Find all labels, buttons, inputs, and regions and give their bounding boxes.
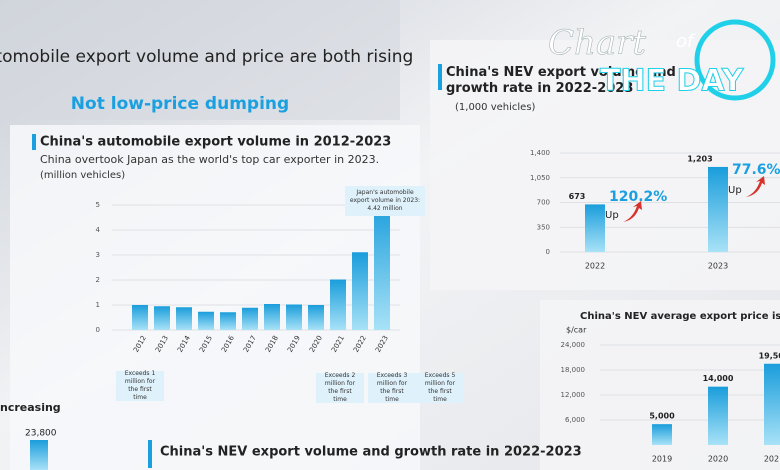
- bar: [198, 311, 214, 330]
- y-tick-label: 18,000: [561, 366, 586, 374]
- bar: [242, 307, 258, 330]
- value-label: 19,500: [759, 351, 780, 360]
- annotation: Exceeds 2 million for the first time: [325, 372, 356, 403]
- y-tick-label: 1: [96, 301, 100, 309]
- fragment: ncreasing: [0, 401, 61, 414]
- x-tick-label: 2021: [764, 455, 780, 464]
- up-label: Up: [605, 210, 619, 221]
- photo-band: [0, 0, 400, 120]
- annotation-box: [368, 373, 416, 403]
- fragment-value: 23,800: [25, 429, 57, 439]
- y-tick-label: 3: [96, 251, 100, 259]
- tagline: Not low-price dumping: [71, 94, 289, 114]
- y-tick-label: 24,000: [561, 341, 586, 349]
- fragment-bar: [30, 440, 48, 470]
- up-arrow: [623, 201, 642, 222]
- bar: [764, 363, 780, 445]
- panel: [10, 125, 420, 470]
- up-arrow: [746, 176, 765, 197]
- annotation-box: [116, 371, 164, 401]
- y-tick-label: 4: [96, 226, 101, 234]
- headline: China's automobile export volume and pri…: [0, 47, 413, 67]
- y-tick-label: 0: [96, 326, 100, 334]
- x-tick-label: 2020: [708, 455, 728, 464]
- bar: [330, 279, 346, 330]
- y-tick-label: 1,400: [530, 149, 550, 157]
- y-tick-label: 12,000: [561, 391, 586, 399]
- annotation-box: [345, 186, 425, 216]
- bar: [374, 199, 390, 330]
- up-label: Up: [728, 185, 742, 196]
- y-tick-label: 2: [96, 276, 100, 284]
- unit-label: (million vehicles): [40, 170, 125, 181]
- y-tick-label: 5: [96, 201, 100, 209]
- annotation: Exceeds 1 million for the first time: [125, 370, 156, 401]
- growth-label: 120.2%: [609, 189, 667, 205]
- value-label: 14,000: [703, 374, 734, 383]
- bar: [264, 304, 280, 330]
- bar: [286, 304, 302, 330]
- value-label: 5,000: [649, 412, 675, 421]
- bar: [652, 424, 672, 445]
- x-tick-label: 2019: [652, 455, 672, 464]
- bar: [708, 386, 728, 445]
- y-tick-label: 350: [537, 223, 550, 231]
- bar: [585, 204, 605, 252]
- unit-label: (1,000 vehicles): [455, 102, 536, 113]
- chart-title: China's NEV average export price is in: [580, 311, 780, 322]
- chart-subtitle: China overtook Japan as the world's top …: [40, 153, 379, 166]
- bar: [352, 252, 368, 330]
- y-tick-label: 6,000: [565, 416, 585, 424]
- logo-word: Chart: [548, 23, 646, 63]
- bar: [176, 307, 192, 330]
- title-accent: [32, 134, 36, 150]
- annotation: Exceeds 3 million for the first time: [377, 372, 408, 403]
- annotation: Japan's automobile export volume in 2023:…: [350, 189, 420, 212]
- annotation-box: [416, 373, 464, 403]
- title-accent: [148, 440, 152, 468]
- bottom-title: China's NEV export volume and growth rat…: [160, 445, 582, 460]
- bar: [220, 312, 236, 330]
- chart-title: China's NEV export volume and growth rate…: [446, 65, 676, 96]
- bar: [132, 305, 148, 330]
- logo-ring: [694, 19, 776, 101]
- growth-label: 77.6%: [732, 162, 780, 178]
- y-tick-label: 700: [537, 199, 550, 207]
- logo-of: of: [676, 31, 696, 52]
- logo-sub: THE DAY: [600, 64, 745, 99]
- y-tick-label: 0: [546, 248, 550, 256]
- y-tick-label: 1,050: [530, 174, 550, 182]
- title-accent: [438, 64, 442, 90]
- value-label: 1,203: [687, 154, 712, 163]
- value-label: 673: [569, 192, 586, 201]
- bar: [308, 305, 324, 330]
- chart-title: China's automobile export volume in 2012…: [40, 135, 391, 150]
- annotation: Exceeds 5 million for the first time: [425, 372, 456, 403]
- unit-label: $/car: [566, 326, 587, 335]
- logo: Chart of THE DAY: [548, 19, 776, 101]
- bar: [154, 306, 170, 330]
- annotation-box: [316, 373, 364, 403]
- x-tick-label: 2023: [708, 262, 728, 271]
- x-tick-label: 2022: [585, 262, 605, 271]
- bar: [708, 166, 728, 252]
